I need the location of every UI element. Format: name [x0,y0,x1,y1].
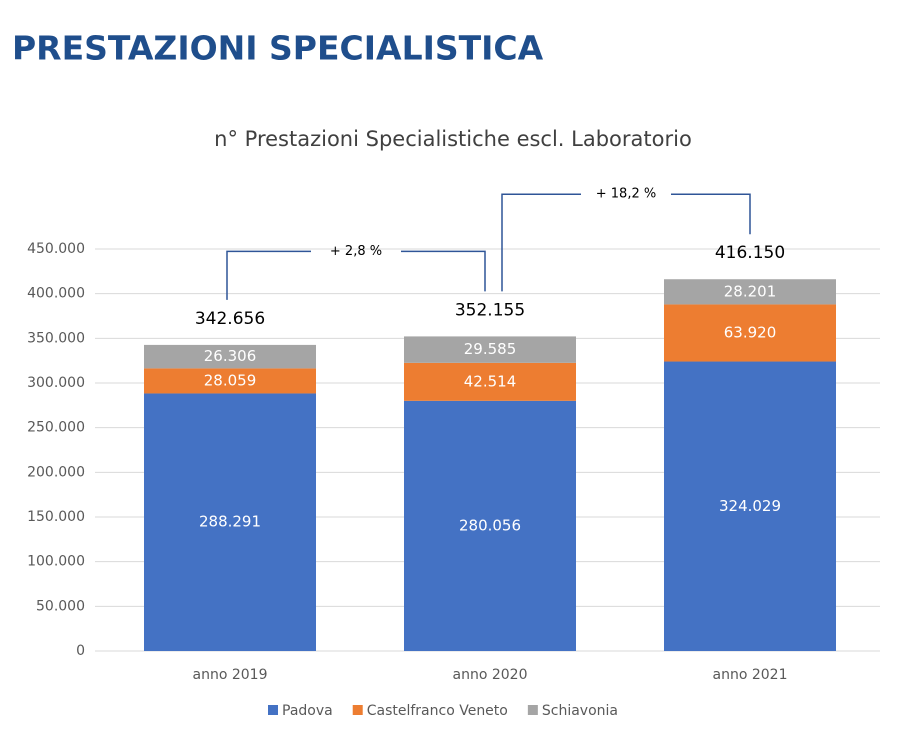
y-tick-label: 400.000 [27,286,85,302]
data-label: 26.306 [204,347,257,365]
legend-swatch [268,705,278,715]
annotation: + 18,2 % [596,187,656,202]
bar-segment [404,400,576,651]
legend-swatch [352,705,363,715]
y-tick-label: 200.000 [27,464,85,480]
bar-segment [144,393,316,651]
legend-label: Padova [282,703,333,719]
connector [226,250,311,300]
data-label: 28.059 [204,371,257,389]
y-tick-label: 300.000 [27,375,85,391]
legend-label: Schiavonia [542,703,618,719]
bar-segment [404,362,576,401]
x-tick-label: anno 2019 [193,667,268,683]
total-label: 342.656 [195,309,265,329]
data-label: 28.201 [724,282,777,300]
legend-label: Castelfranco Veneto [367,703,508,719]
bar-segment [664,304,836,362]
y-tick-label: 250.000 [27,420,85,436]
y-tick-label: 350.000 [27,330,85,346]
data-label: 280.056 [459,516,521,534]
y-tick-label: 450.000 [27,241,85,257]
annotation: + 2,8 % [330,244,382,259]
bar-segment [664,361,836,651]
bar-segment [144,368,316,394]
total-label: 416.150 [715,243,785,263]
x-tick-label: anno 2020 [453,667,528,683]
bar-segment [144,344,316,369]
bar-segment [404,336,576,363]
total-label: 352.155 [455,300,525,320]
chart-title: n° Prestazioni Specialistiche escl. Labo… [214,127,692,151]
y-tick-label: 150.000 [27,509,85,525]
data-label: 63.920 [724,323,777,341]
data-label: 42.514 [464,372,517,390]
data-label: 29.585 [464,340,517,358]
bar-segment [664,279,836,305]
x-tick-label: anno 2021 [713,667,788,683]
connector [401,250,486,292]
data-label: 288.291 [199,513,261,531]
y-tick-label: 100.000 [27,554,85,570]
y-tick-label: 50.000 [36,598,85,614]
connector [501,193,581,292]
page-title: PRESTAZIONI SPECIALISTICA [12,29,544,68]
y-tick-label: 0 [76,643,85,659]
data-label: 324.029 [719,497,781,515]
legend-swatch [527,705,538,715]
connector [671,193,751,235]
